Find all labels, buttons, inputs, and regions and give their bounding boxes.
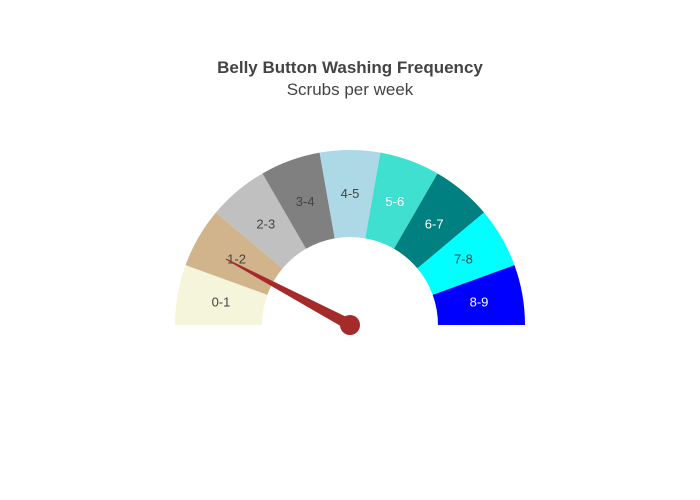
gauge-segment-label: 4-5 [341,186,360,201]
gauge-segment-6-7 [394,173,485,269]
gauge-segment-0-1 [175,265,268,325]
gauge-segment-label: 8-9 [470,294,489,309]
gauge-segment-label: 5-6 [385,194,404,209]
gauge-segment-7-8 [417,212,515,295]
gauge-segment-label: 0-1 [212,294,231,309]
gauge-segment-3-4 [262,152,335,249]
gauge-segment-4-5 [319,150,381,239]
gauge-segment-8-9 [432,265,525,325]
gauge-segment-label: 2-3 [256,217,275,232]
gauge-segment-label: 7-8 [454,252,473,267]
gauge-needle-group [225,258,360,335]
chart-title: Belly Button Washing Frequency [217,58,483,77]
gauge-needle-hub [340,315,360,335]
gauge-segment-label: 6-7 [425,217,444,232]
gauge-segment-label: 3-4 [296,194,315,209]
chart-subtitle: Scrubs per week [286,80,414,99]
gauge-segment-2-3 [215,173,306,269]
gauge-labels: 0-11-22-33-44-55-66-77-88-9 [212,186,489,309]
gauge-segment-5-6 [365,152,438,249]
